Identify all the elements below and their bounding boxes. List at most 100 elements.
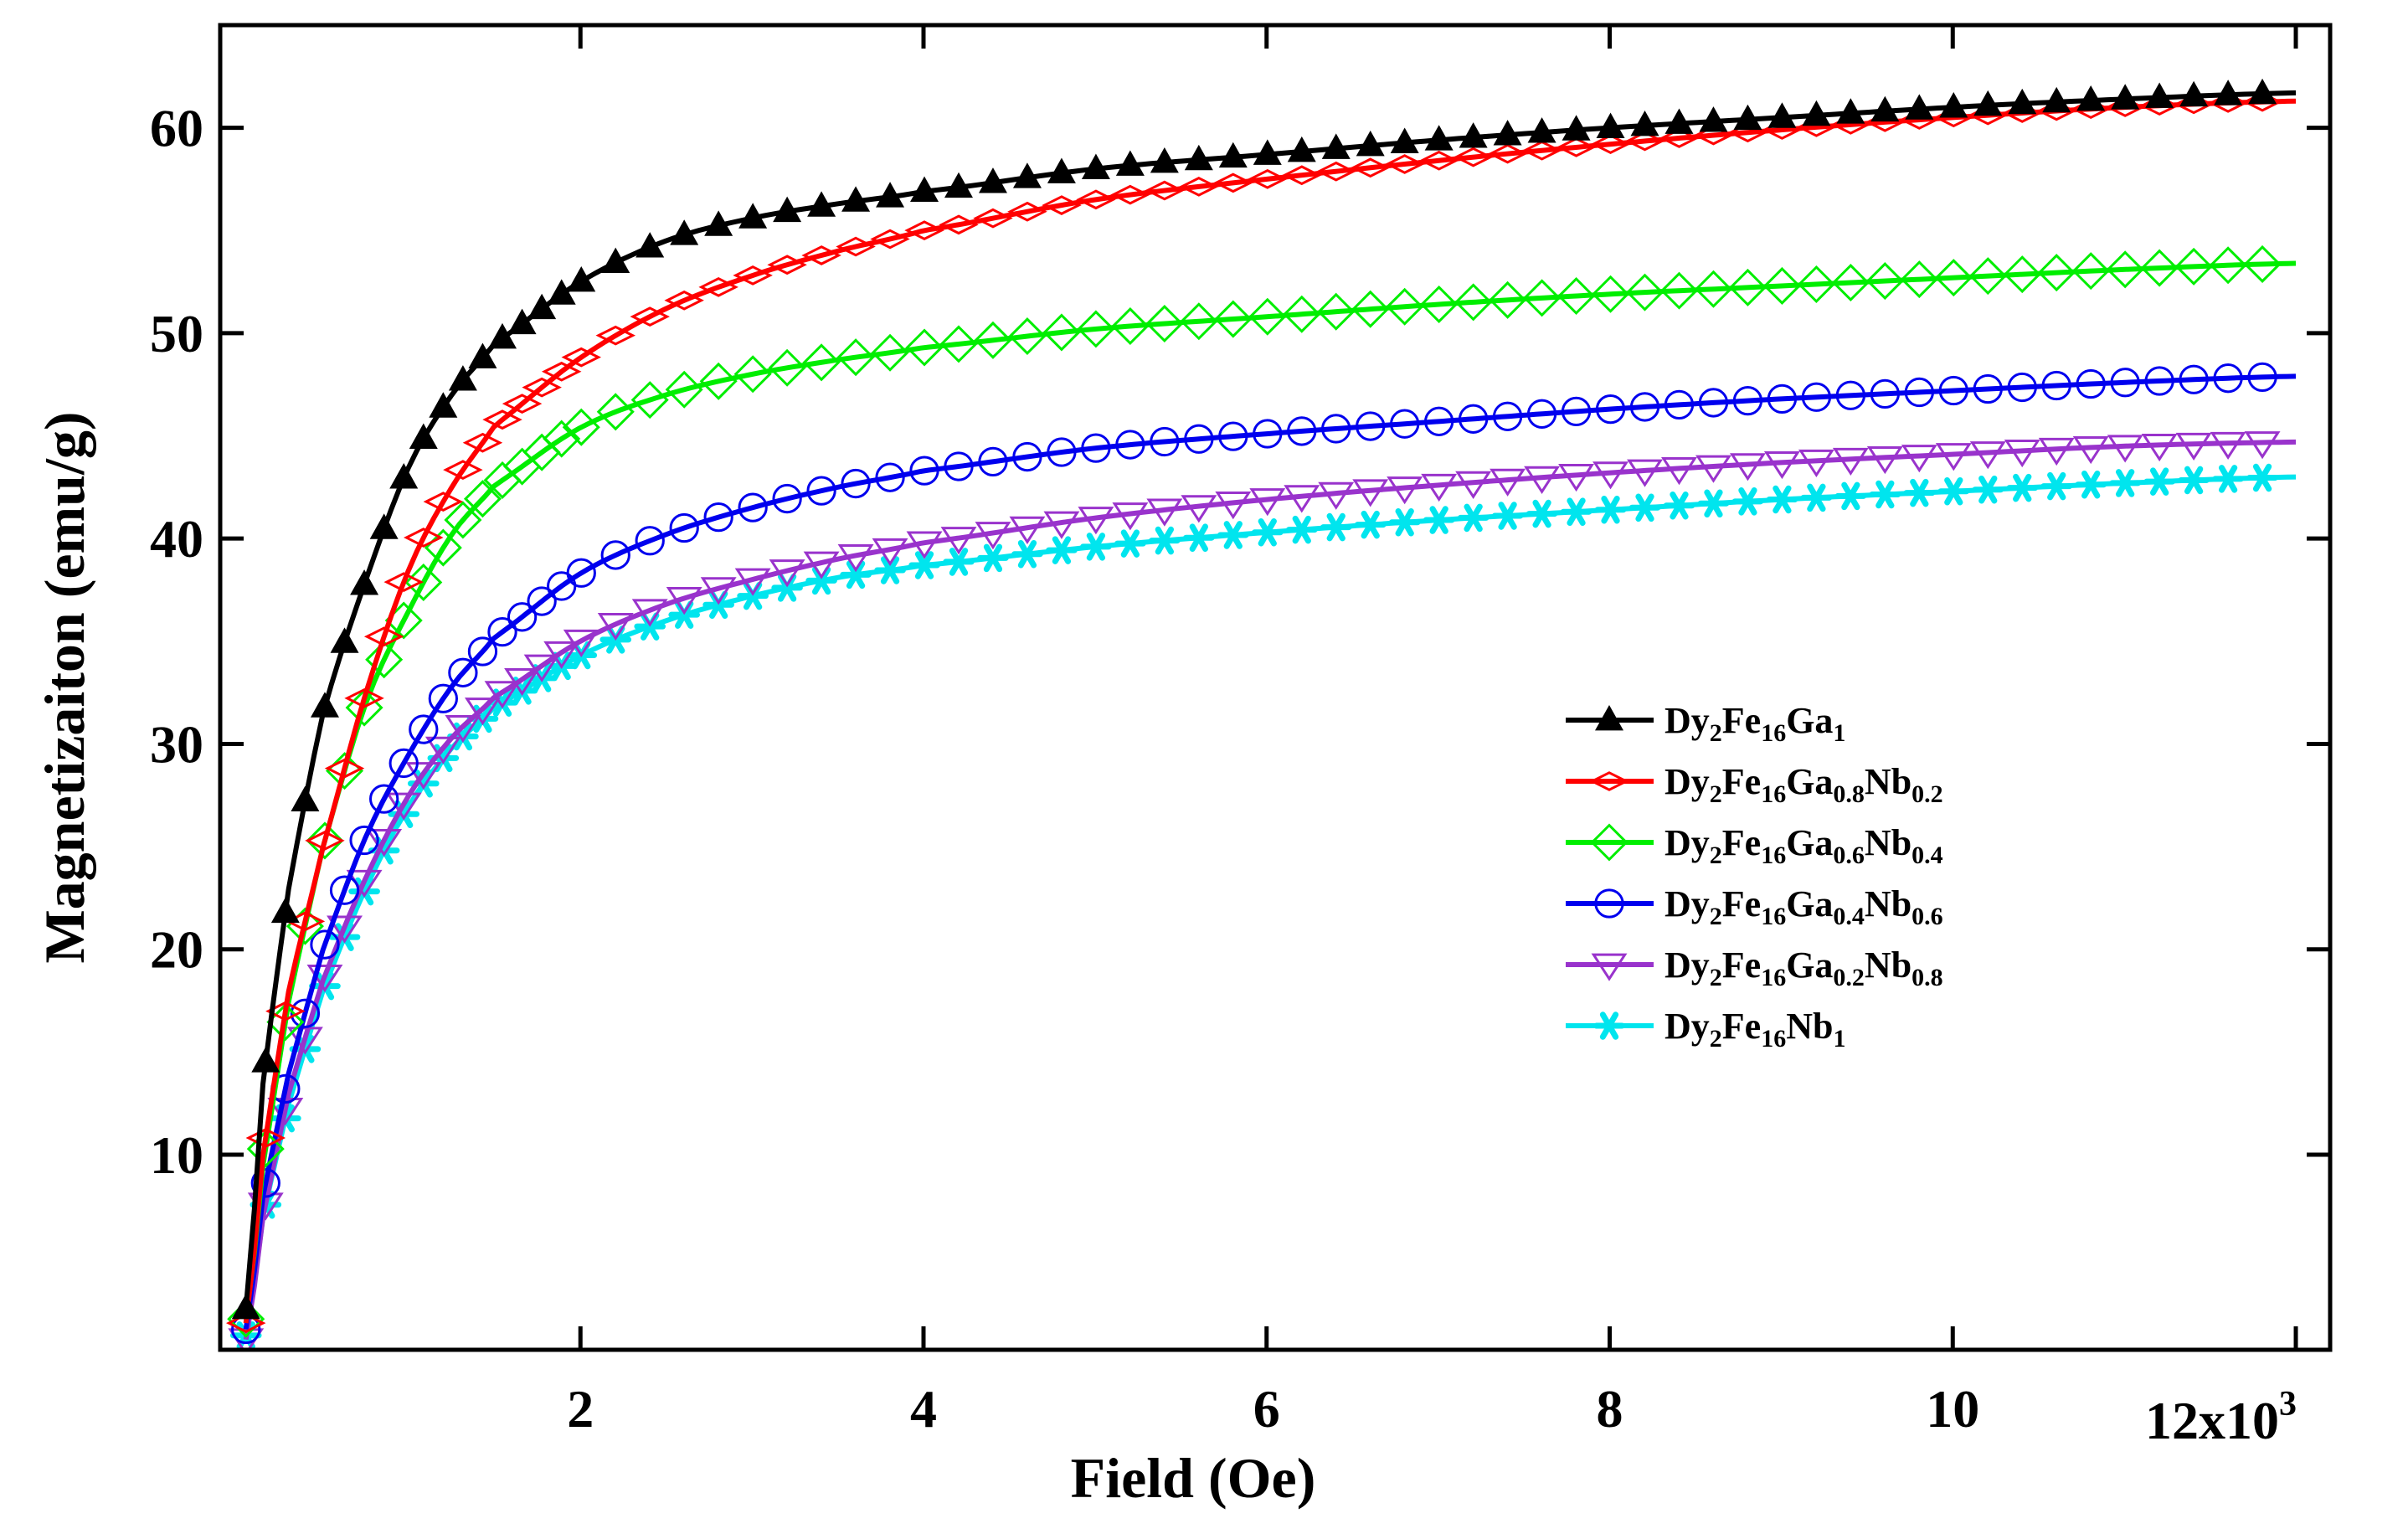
data-point (1146, 498, 1183, 527)
data-point (1493, 120, 1522, 146)
data-point (1798, 449, 1834, 478)
data-point (1047, 157, 1076, 183)
data-point (1904, 377, 1934, 408)
data-point (383, 572, 424, 592)
data-point (541, 361, 582, 382)
data-point (507, 308, 537, 335)
data-point (1387, 476, 1423, 505)
data-point (704, 210, 733, 236)
data-point (310, 692, 339, 718)
data-point (423, 492, 464, 512)
data-point (561, 347, 602, 368)
data-point (1869, 480, 1901, 509)
data-point (1046, 536, 1078, 564)
data-point (1762, 266, 1801, 305)
data-point (2143, 467, 2175, 496)
data-point (1937, 476, 1970, 506)
data-point (1659, 271, 1699, 310)
data-point (698, 277, 738, 297)
data-point (1455, 471, 1492, 499)
data-point (805, 566, 837, 595)
data-point (1110, 184, 1150, 205)
data-point (1695, 455, 1731, 483)
data-point (910, 176, 939, 202)
series-line (243, 98, 2297, 1324)
y-tick-label: 60 (150, 99, 203, 158)
data-point (1627, 459, 1663, 487)
data-point (635, 232, 665, 258)
data-point (1905, 94, 1934, 120)
data-point (2214, 80, 2243, 106)
data-point (874, 556, 906, 584)
y-tick-label: 40 (150, 509, 203, 569)
data-point (1390, 409, 1420, 439)
legend-item: Dy2Fe16Nb1 (1566, 1006, 1845, 1053)
data-point (773, 196, 802, 223)
data-point (630, 381, 669, 420)
data-point (1526, 399, 1557, 429)
data-point (664, 290, 704, 311)
data-point (562, 408, 600, 446)
data-point (388, 748, 419, 779)
data-point (699, 362, 738, 400)
data-point (348, 877, 380, 906)
data-point (1698, 388, 1729, 418)
data-point (1007, 201, 1047, 222)
data-point (409, 423, 438, 449)
data-point (324, 758, 365, 779)
legend: Dy2Fe16Ga1 Dy2Fe16Ga0.8Nb0.2 Dy2Fe16Ga0.6N… (1566, 700, 1943, 1053)
data-point (2144, 366, 2174, 396)
data-point (1663, 492, 1695, 520)
y-tick-label: 20 (150, 920, 203, 980)
data-point (1562, 115, 1591, 141)
data-point (2040, 471, 2073, 501)
data-point (488, 322, 517, 349)
data-point (522, 377, 562, 398)
data-point (1594, 704, 1624, 731)
series-line (243, 373, 2297, 1330)
data-point (1043, 511, 1080, 539)
data-point (771, 574, 803, 602)
data-point (404, 528, 444, 548)
data-point (2243, 245, 2282, 283)
data-point (1424, 406, 1454, 436)
data-point (1356, 411, 1386, 441)
data-point (266, 1003, 305, 1042)
data-point (369, 513, 399, 539)
data-point (1630, 110, 1659, 136)
data-point (1351, 290, 1390, 328)
data-point (1728, 268, 1767, 306)
data-point (1594, 888, 1624, 919)
data-point (1973, 90, 2003, 116)
x-tick-label: 8 (1597, 1379, 1623, 1439)
data-point (1661, 457, 1697, 486)
data-point (2247, 362, 2277, 392)
series-Dy2Fe16Nb1 (229, 463, 2297, 1350)
data-point (1287, 136, 1316, 162)
data-point (1836, 98, 1865, 124)
data-point (635, 526, 665, 556)
data-point (734, 568, 771, 596)
x-tick-label: 10 (1926, 1379, 1979, 1439)
data-point (2037, 254, 2076, 292)
data-point (1767, 384, 1798, 414)
data-point (1388, 508, 1421, 537)
data-point (409, 714, 439, 744)
data-point (1969, 441, 2006, 470)
plot-frame (218, 23, 2333, 1352)
data-point (2075, 470, 2107, 499)
y-tick-label: 30 (150, 714, 203, 774)
data-point (1492, 401, 1523, 431)
data-point (1561, 396, 1592, 427)
data-point (1596, 112, 1625, 138)
data-point (350, 569, 379, 595)
data-point (1249, 488, 1286, 517)
data-point (1078, 507, 1114, 535)
data-point (1524, 466, 1561, 494)
data-point (940, 527, 977, 555)
data-point (939, 325, 978, 363)
data-point (872, 538, 908, 566)
data-point (876, 182, 905, 208)
data-point (595, 325, 635, 346)
data-point (2213, 363, 2243, 394)
